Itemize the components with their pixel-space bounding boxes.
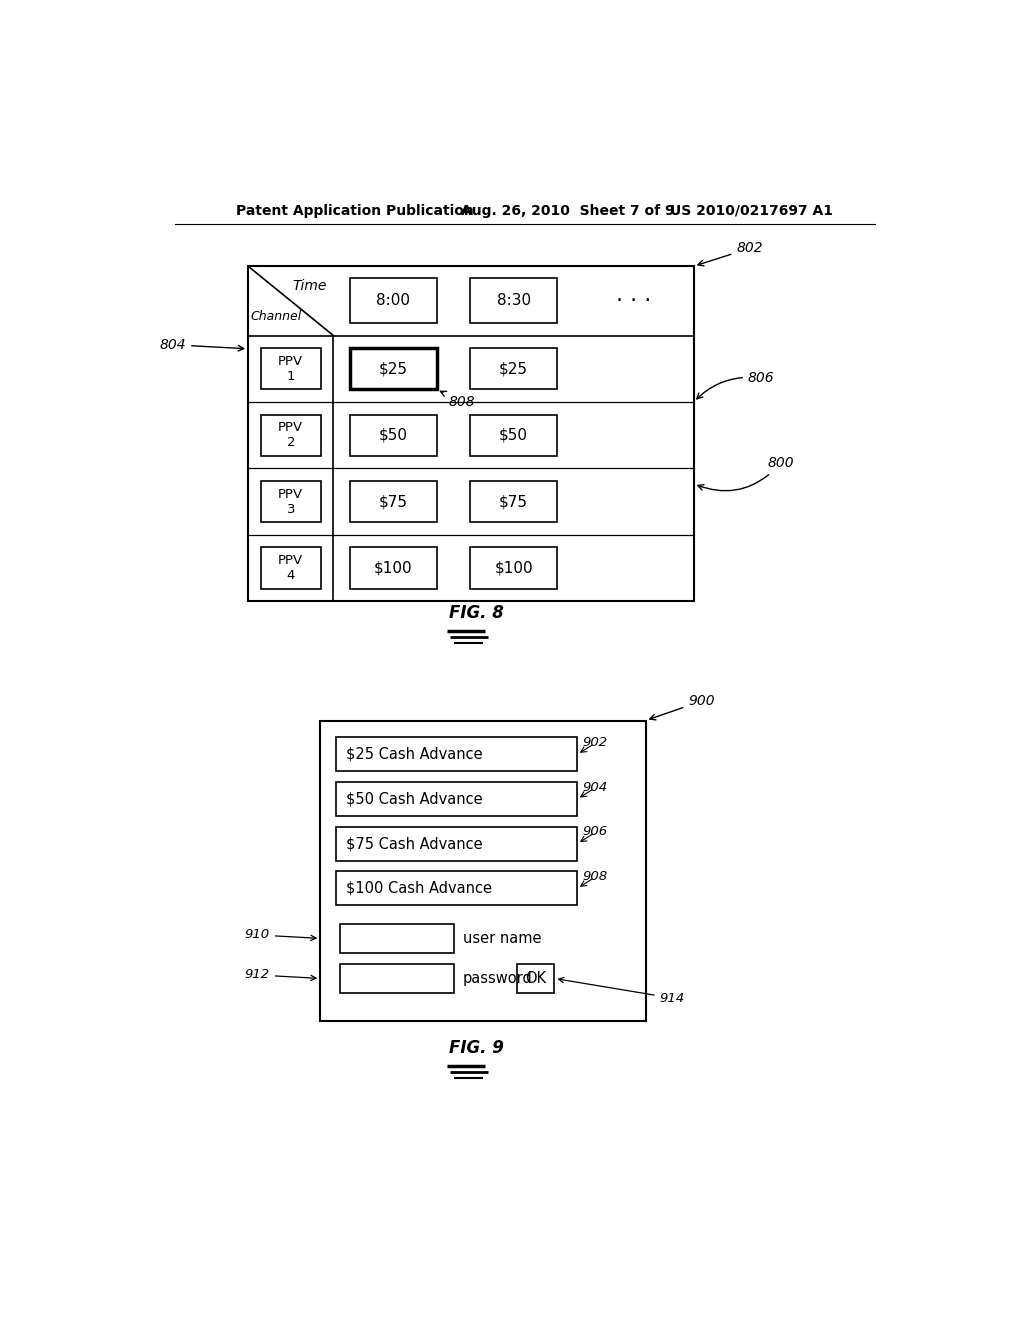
Bar: [470, 414, 557, 455]
Text: FIG. 9: FIG. 9: [450, 1039, 504, 1057]
Text: 802: 802: [698, 242, 763, 265]
Text: 8:30: 8:30: [497, 293, 530, 309]
Text: PPV
4: PPV 4: [279, 554, 303, 582]
Text: OK: OK: [525, 972, 547, 986]
Bar: [470, 279, 557, 323]
Bar: [350, 480, 436, 523]
Text: $50: $50: [379, 428, 408, 442]
Text: $100 Cash Advance: $100 Cash Advance: [346, 880, 492, 896]
Bar: [350, 548, 436, 589]
Text: $100: $100: [495, 561, 532, 576]
Bar: [470, 348, 557, 389]
Bar: [248, 267, 693, 601]
Text: $75 Cash Advance: $75 Cash Advance: [346, 836, 482, 851]
Text: $75: $75: [499, 494, 528, 510]
Text: PPV
1: PPV 1: [279, 355, 303, 383]
Text: · · ·: · · ·: [616, 290, 651, 310]
Text: $25: $25: [379, 362, 408, 376]
Bar: [350, 414, 436, 455]
Bar: [261, 548, 321, 589]
Text: Patent Application Publication: Patent Application Publication: [237, 203, 474, 218]
Text: 808: 808: [440, 391, 475, 409]
Bar: [337, 738, 578, 771]
Text: $25: $25: [499, 362, 528, 376]
Text: PPV
3: PPV 3: [279, 487, 303, 516]
Text: password: password: [463, 972, 532, 986]
Text: 908: 908: [582, 870, 607, 883]
Text: Aug. 26, 2010  Sheet 7 of 9: Aug. 26, 2010 Sheet 7 of 9: [461, 203, 675, 218]
Bar: [337, 781, 578, 816]
Text: FIG. 8: FIG. 8: [450, 603, 504, 622]
Bar: [470, 548, 557, 589]
Bar: [350, 348, 436, 389]
Text: PPV
2: PPV 2: [279, 421, 303, 449]
Text: 914: 914: [558, 977, 685, 1005]
Text: user name: user name: [463, 931, 542, 946]
Text: $50 Cash Advance: $50 Cash Advance: [346, 792, 482, 807]
Bar: [337, 826, 578, 861]
Text: US 2010/0217697 A1: US 2010/0217697 A1: [671, 203, 834, 218]
Text: 900: 900: [650, 694, 715, 719]
Text: 906: 906: [582, 825, 607, 838]
Bar: [321, 721, 646, 1020]
Text: 902: 902: [582, 737, 607, 748]
Text: 800: 800: [697, 457, 794, 491]
Text: $25 Cash Advance: $25 Cash Advance: [346, 747, 482, 762]
Bar: [470, 480, 557, 523]
Bar: [261, 414, 321, 455]
Bar: [337, 871, 578, 906]
Text: Channel: Channel: [251, 310, 302, 322]
Text: $75: $75: [379, 494, 408, 510]
Text: 904: 904: [582, 780, 607, 793]
Text: $50: $50: [499, 428, 528, 442]
Text: $100: $100: [374, 561, 413, 576]
Text: Time: Time: [292, 279, 327, 293]
Text: 912: 912: [245, 969, 316, 982]
Bar: [261, 348, 321, 389]
Bar: [340, 964, 454, 993]
Bar: [350, 279, 436, 323]
Text: 804: 804: [160, 338, 244, 352]
Bar: [517, 964, 554, 993]
Bar: [340, 924, 454, 953]
Text: 910: 910: [245, 928, 316, 941]
Text: 8:00: 8:00: [377, 293, 411, 309]
Bar: [261, 480, 321, 523]
Text: 806: 806: [696, 371, 774, 399]
